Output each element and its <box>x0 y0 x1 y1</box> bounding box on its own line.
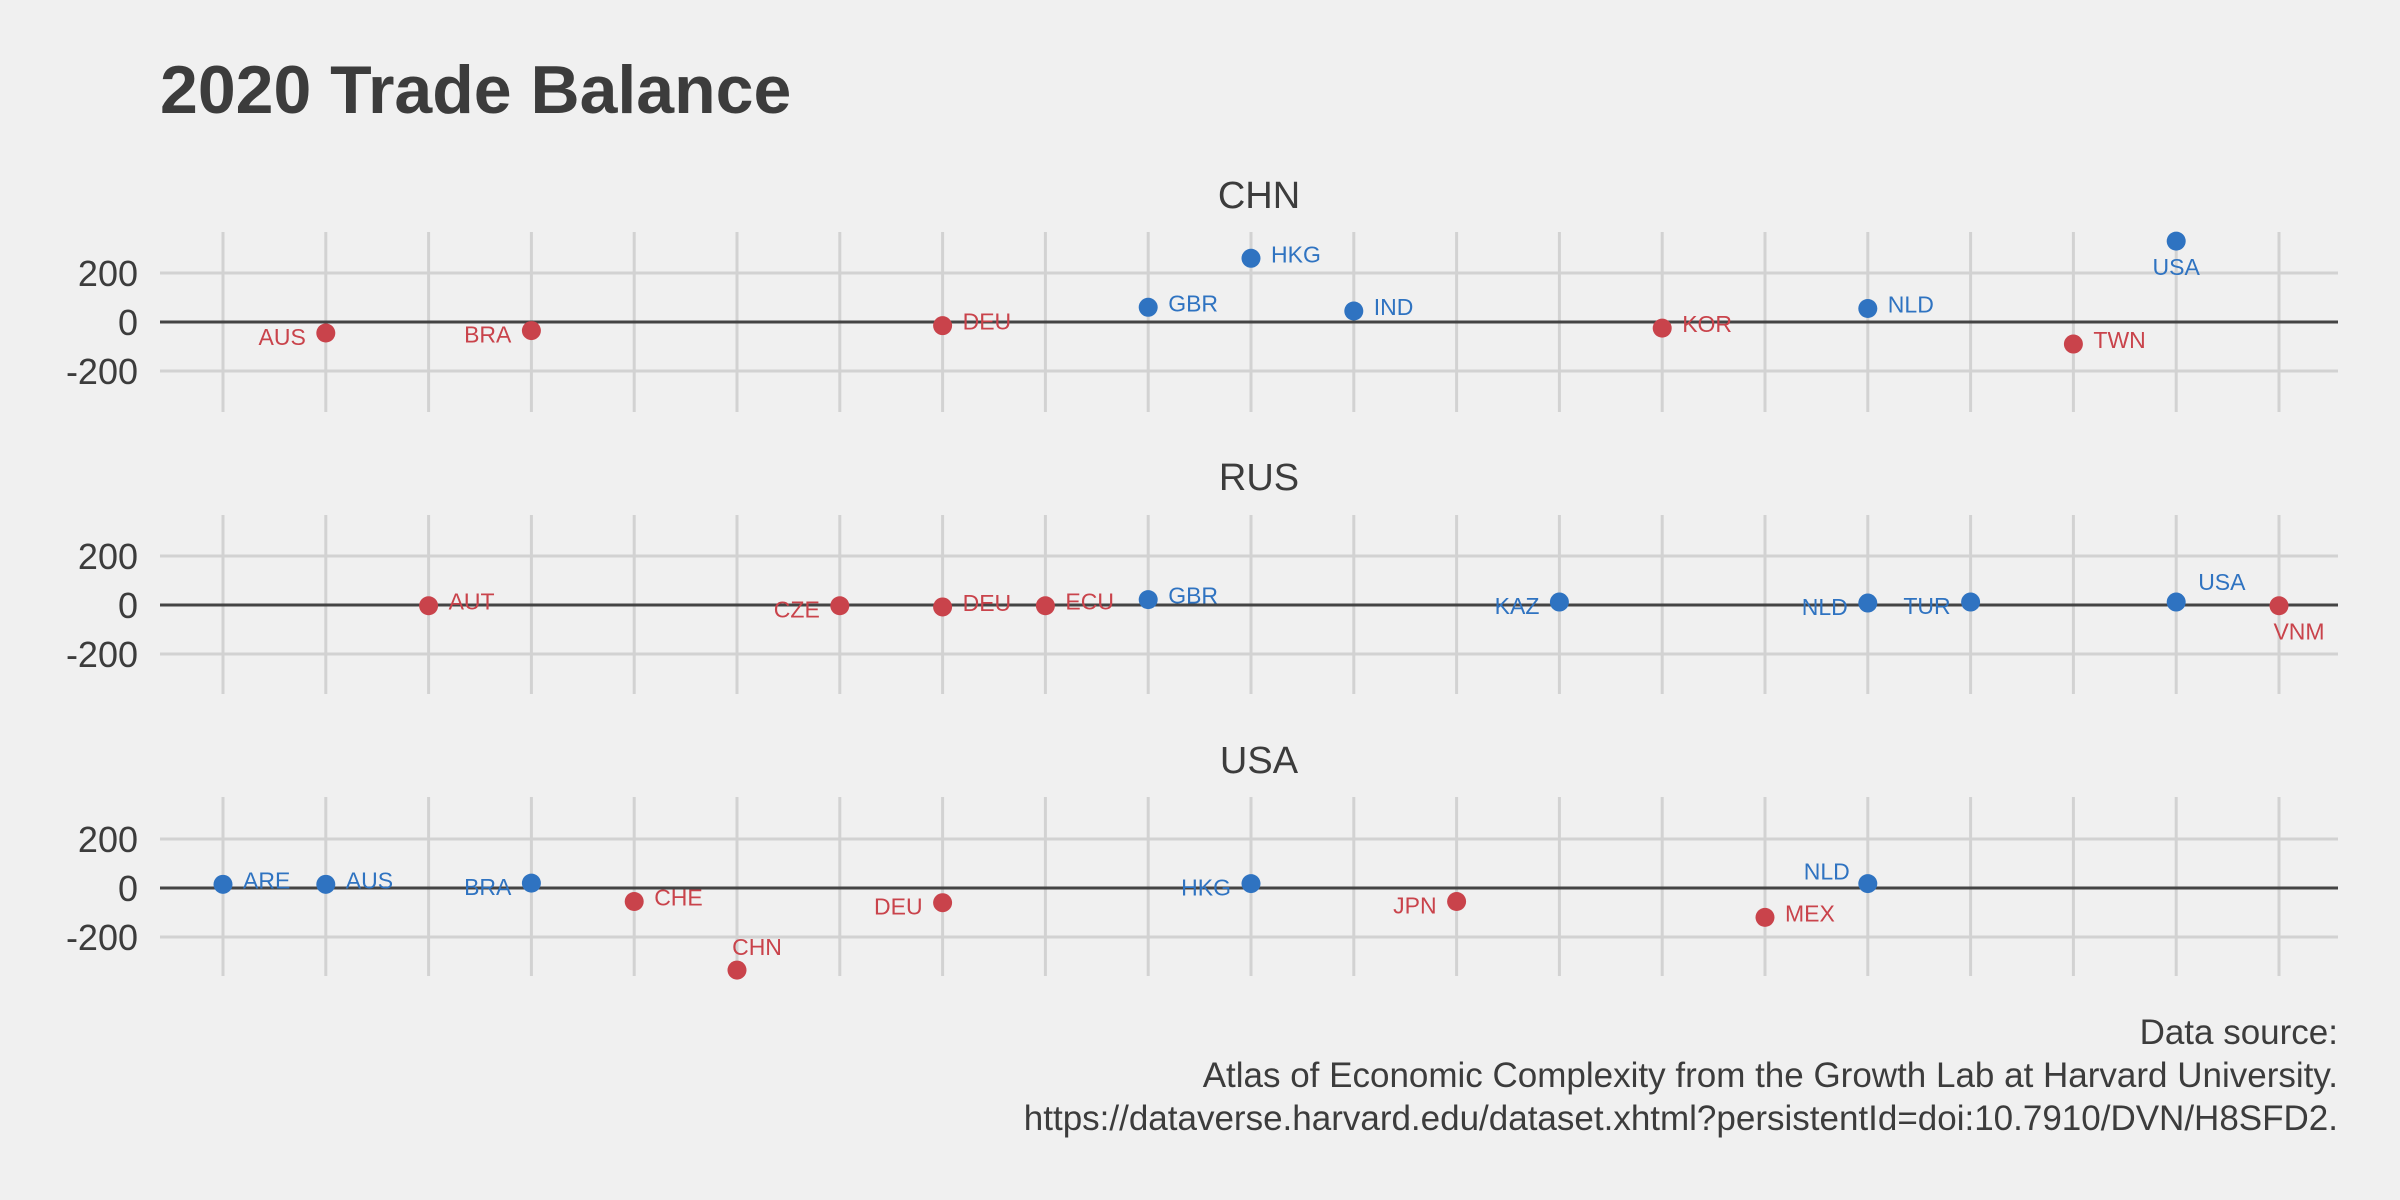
data-point <box>1447 891 1467 911</box>
chart-title: 2020 Trade Balance <box>160 52 791 128</box>
data-point <box>1858 299 1878 319</box>
data-point <box>1138 590 1158 610</box>
facet-usa: USA -200 0 200 ARE AUS BRA CHE CHN DEU HKG JPN MEX NL… <box>66 740 2338 980</box>
facet-title: USA <box>1220 740 1299 782</box>
point-label: GBR <box>1168 583 1218 609</box>
data-point <box>933 597 953 617</box>
data-point <box>1241 874 1261 894</box>
y-tick-label: 200 <box>78 819 138 860</box>
point-label: ARE <box>243 867 290 893</box>
y-tick-label: 0 <box>118 302 138 343</box>
point-label: TWN <box>2093 327 2145 353</box>
data-point <box>933 893 953 913</box>
point-label: USA <box>2153 254 2201 280</box>
facets: CHN -200 0 200 AUS BRA DEU GBR HKG IND KOR NLD TWN US… <box>66 175 2338 980</box>
point-label: NLD <box>1802 594 1848 620</box>
point-label: BRA <box>464 322 512 348</box>
point-label: NLD <box>1888 292 1934 318</box>
data-point <box>419 596 439 616</box>
point-label: NLD <box>1804 859 1850 885</box>
point-label: KOR <box>1682 311 1732 337</box>
data-point <box>521 873 541 893</box>
point-label: CHE <box>654 884 703 910</box>
point-label: BRA <box>464 874 512 900</box>
point-label: VNM <box>2273 619 2324 645</box>
point-label: CZE <box>774 597 820 623</box>
point-label: MEX <box>1785 900 1835 926</box>
point-label: DEU <box>963 309 1012 335</box>
data-point <box>1652 318 1672 338</box>
point-label: DEU <box>874 894 923 920</box>
point-label: KAZ <box>1495 593 1540 619</box>
point-label: AUS <box>346 867 393 893</box>
y-tick-label: -200 <box>66 634 138 675</box>
facet-title: RUS <box>1219 457 1299 499</box>
data-point <box>2166 592 2186 612</box>
point-label: IND <box>1374 294 1414 320</box>
data-point <box>1961 592 1981 612</box>
y-tick-label: 0 <box>118 868 138 909</box>
data-point <box>1858 874 1878 894</box>
y-tick-label: 200 <box>78 253 138 294</box>
data-point <box>1241 248 1261 268</box>
point-label: JPN <box>1393 892 1436 918</box>
point-label: HKG <box>1181 875 1231 901</box>
y-tick-label: -200 <box>66 917 138 958</box>
data-point <box>2166 231 2186 251</box>
data-point <box>521 321 541 341</box>
facet-chn: CHN -200 0 200 AUS BRA DEU GBR HKG IND KOR NLD TWN US… <box>66 175 2338 412</box>
data-point <box>1035 596 1055 616</box>
point-label: DEU <box>963 590 1012 616</box>
data-point <box>2063 334 2083 354</box>
data-point <box>1138 297 1158 317</box>
data-point <box>316 323 336 343</box>
data-point <box>1549 592 1569 612</box>
caption-line-1: Data source: <box>2140 1013 2338 1052</box>
point-label: USA <box>2198 569 2246 595</box>
data-point <box>1858 593 1878 613</box>
data-point <box>624 891 644 911</box>
data-point <box>1344 301 1364 321</box>
caption-line-2: Atlas of Economic Complexity from the Gr… <box>1203 1056 2338 1095</box>
facet-title: CHN <box>1218 175 1300 217</box>
data-point <box>316 874 336 894</box>
data-point <box>727 960 747 980</box>
facet-rus: RUS -200 0 200 AUT CZE DEU ECU GBR KAZ NLD TUR USA VN… <box>66 457 2338 694</box>
point-label: AUS <box>259 324 306 350</box>
y-tick-label: 200 <box>78 536 138 577</box>
caption-line-3: https://dataverse.harvard.edu/dataset.xh… <box>1024 1099 2338 1138</box>
point-label: GBR <box>1168 290 1218 316</box>
point-label: ECU <box>1065 589 1114 615</box>
point-label: HKG <box>1271 241 1321 267</box>
point-label: CHN <box>732 934 782 960</box>
y-tick-label: -200 <box>66 351 138 392</box>
data-point <box>213 874 233 894</box>
point-label: AUT <box>449 589 495 615</box>
data-point <box>830 596 850 616</box>
data-point <box>1755 907 1775 927</box>
data-point <box>2269 596 2289 616</box>
point-label: TUR <box>1903 593 1950 619</box>
data-point <box>933 316 953 336</box>
y-tick-label: 0 <box>118 585 138 626</box>
